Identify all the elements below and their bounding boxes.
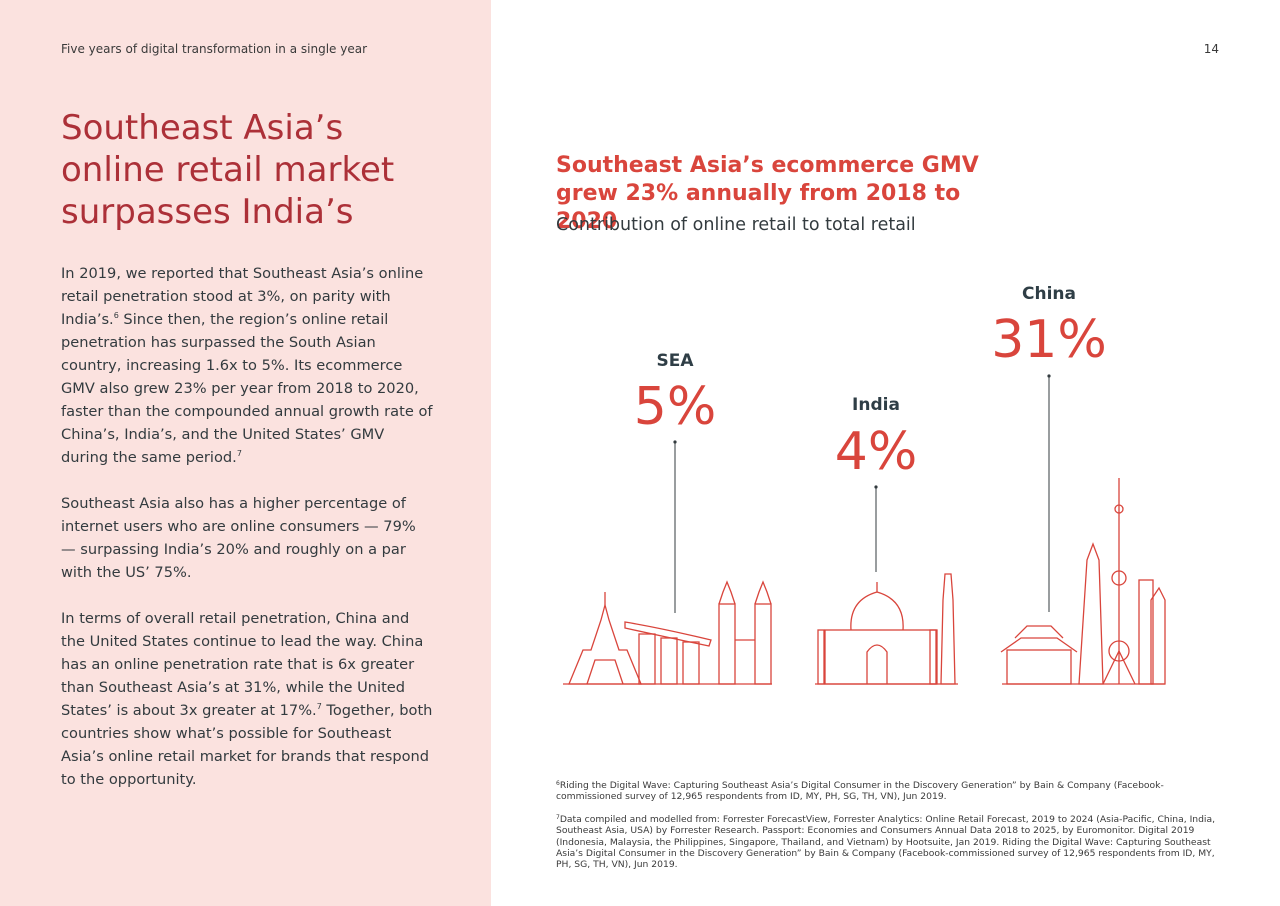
left-panel (0, 0, 491, 906)
footnote-ref: 7 (236, 449, 242, 458)
taj-base (824, 629, 938, 685)
footnotes: 6Riding the Digital Wave: Capturing Sout… (556, 780, 1216, 882)
tower (1138, 579, 1154, 685)
paragraph: Southeast Asia also has a higher percent… (61, 492, 433, 584)
item-label: China (1022, 284, 1076, 304)
tower (660, 637, 678, 685)
sea-skyline (563, 580, 772, 685)
article-body: In 2019, we reported that Southeast Asia… (61, 262, 433, 814)
footnote-text: Riding the Digital Wave: Capturing South… (556, 780, 1164, 803)
india-skyline (815, 573, 958, 685)
paragraph: In 2019, we reported that Southeast Asia… (61, 262, 433, 469)
paragraph-text: In 2019, we reported that Southeast Asia… (61, 265, 424, 328)
stem-dot (673, 440, 677, 444)
pavilion-roof (1014, 625, 1064, 639)
pearl (1111, 570, 1127, 586)
petronas (754, 603, 772, 685)
item-label: India (852, 395, 900, 415)
tower (1150, 586, 1166, 685)
taj-dome (850, 591, 904, 631)
china-skyline (1000, 478, 1166, 685)
paragraph-text: Together, both countries show what’s pos… (61, 702, 433, 788)
paragraph-text: Since then, the region’s online retail p… (61, 311, 433, 466)
pavilion-roof (1000, 637, 1078, 653)
pearl (1114, 504, 1124, 514)
petronas-top (754, 580, 772, 605)
paragraph-text: Southeast Asia also has a higher percent… (61, 495, 416, 581)
item-label: SEA (656, 351, 694, 371)
stem-dot (874, 485, 878, 489)
pearl-legs (1102, 649, 1136, 685)
footnote-number: 7 (556, 813, 560, 821)
footnote-text: Data compiled and modelled from: Forrest… (556, 813, 1216, 871)
tower (682, 641, 700, 685)
footnote: 6Riding the Digital Wave: Capturing Sout… (556, 780, 1216, 803)
running-title: Five years of digital transformation in … (61, 42, 368, 56)
minaret (817, 629, 825, 685)
item-value: 5% (634, 377, 717, 437)
minaret (929, 629, 937, 685)
tower (1078, 542, 1104, 685)
stem-dot (1047, 374, 1051, 378)
article-title: Southeast Asia’s online retail market su… (61, 108, 395, 232)
pavilion (1006, 649, 1072, 685)
item-value: 4% (835, 422, 918, 482)
figure-title: Southeast Asia’s ecommerce GMV grew 23% … (556, 153, 979, 234)
footnote-ref: 7 (316, 702, 322, 711)
petronas (718, 603, 736, 685)
page-number: 14 (1203, 42, 1219, 56)
footnote-ref: 6 (113, 311, 119, 320)
temple-detail (586, 659, 624, 685)
tower (638, 633, 656, 685)
petronas-top (718, 580, 736, 605)
temple (568, 602, 642, 685)
taj-arch (866, 644, 888, 684)
skypark (624, 621, 712, 647)
footnote: 7Data compiled and modelled from: Forres… (556, 814, 1216, 871)
pearl (1108, 640, 1130, 662)
paragraph: In terms of overall retail penetration, … (61, 607, 433, 791)
footnote-number: 6 (556, 780, 560, 787)
paragraph-text: In terms of overall retail penetration, … (61, 610, 424, 719)
infographic: SEA 5% India 4% China 31% (563, 284, 1166, 685)
qutub-minar (940, 573, 956, 685)
figure-subtitle: Contribution of online retail to total r… (556, 215, 916, 235)
item-value: 31% (991, 310, 1107, 370)
